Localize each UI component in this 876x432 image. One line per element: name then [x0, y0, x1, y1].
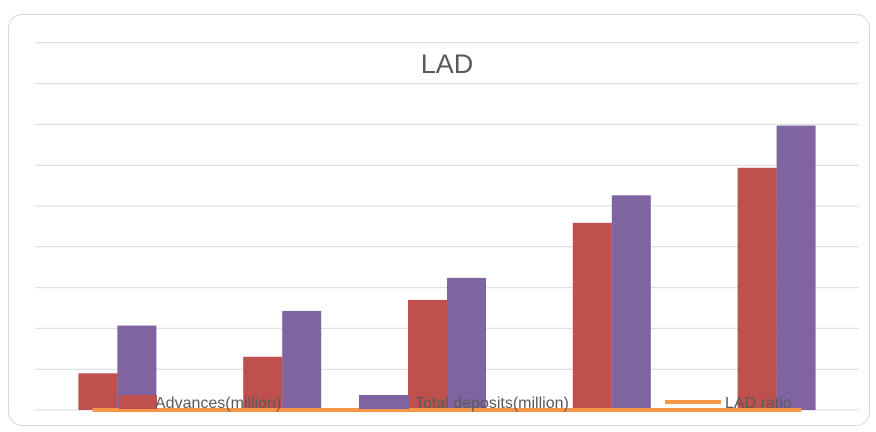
- chart-frame: LAD Advances(million) Total deposits(mil…: [8, 14, 870, 426]
- chart-title: LAD: [421, 49, 474, 79]
- lad-chart: LAD Advances(million) Total deposits(mil…: [35, 42, 859, 412]
- legend-label-advances: Advances(million): [155, 395, 281, 412]
- legend-swatch-advances: [119, 395, 157, 409]
- bar-total-deposits-4: [611, 195, 651, 410]
- bar-total-deposits-3: [447, 277, 486, 410]
- bar-advances-3: [408, 299, 447, 410]
- legend-swatch-deposits: [359, 395, 409, 409]
- bar-advances-2: [243, 356, 283, 410]
- bar-advances-4: [572, 222, 612, 410]
- legend-label-lad-ratio: LAD ratio: [725, 395, 792, 412]
- legend-label-deposits: Total deposits(million): [415, 395, 569, 412]
- bar-total-deposits-5: [776, 125, 816, 410]
- bar-total-deposits-2: [282, 310, 322, 410]
- bar-advances-1: [78, 373, 118, 410]
- legend: Advances(million) Total deposits(million…: [119, 395, 792, 412]
- bar-advances-5: [737, 167, 777, 410]
- gridlines: [35, 42, 859, 411]
- bars: [78, 125, 816, 410]
